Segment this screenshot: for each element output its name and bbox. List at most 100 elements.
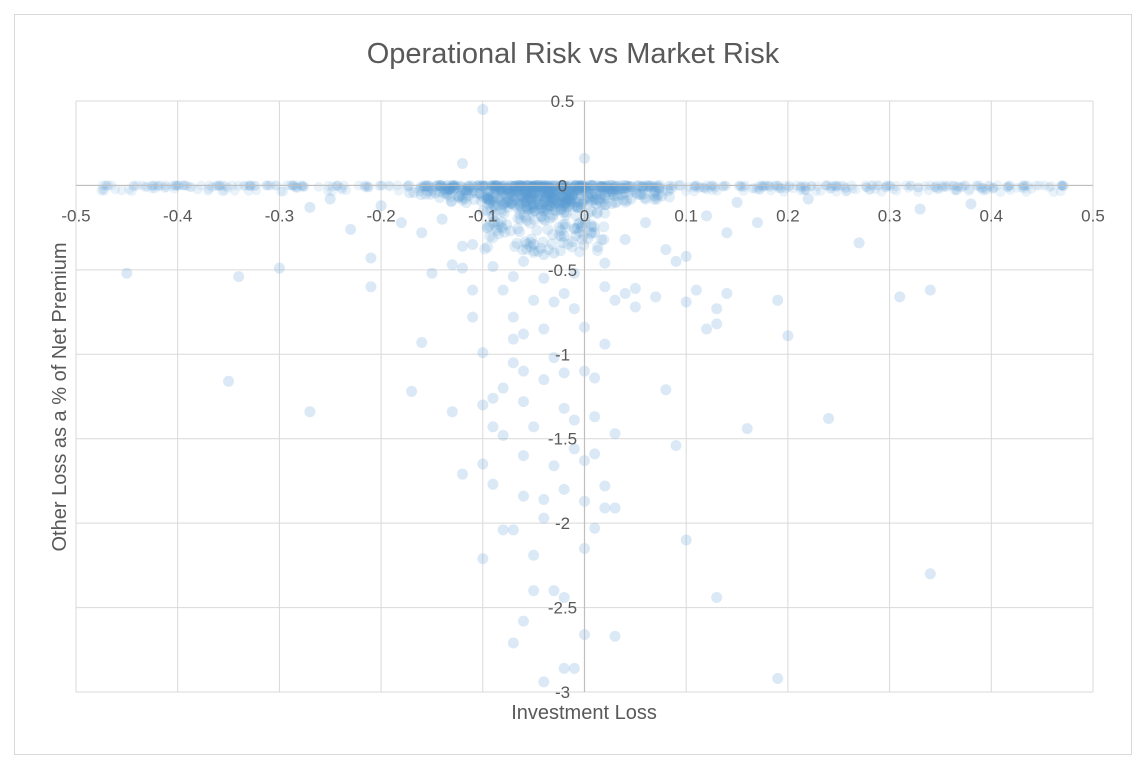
data-point [245, 181, 256, 192]
data-point [537, 185, 549, 197]
data-point [511, 237, 523, 249]
data-point [823, 412, 835, 424]
data-point [515, 203, 527, 215]
data-point [558, 591, 570, 603]
data-point [474, 188, 486, 200]
data-point [606, 198, 618, 210]
data-point [558, 230, 570, 242]
data-point [456, 262, 468, 274]
data-point [591, 206, 603, 218]
data-point [649, 185, 661, 197]
data-point [430, 187, 442, 199]
data-point [527, 207, 539, 219]
data-point [984, 181, 995, 192]
data-point [603, 183, 615, 195]
data-point [604, 189, 616, 201]
data-point [616, 189, 628, 201]
data-point [589, 448, 601, 460]
data-point [798, 185, 809, 196]
data-point [422, 185, 434, 197]
data-point [995, 187, 1006, 198]
data-point [765, 185, 776, 196]
data-point [365, 252, 377, 264]
data-point [520, 212, 532, 224]
data-point [507, 524, 519, 536]
data-point [548, 197, 560, 209]
data-point [494, 183, 506, 195]
data-point [589, 411, 601, 423]
y-tick-label: -1.5 [548, 430, 577, 449]
data-point [527, 202, 539, 214]
data-point [594, 182, 605, 193]
data-point [565, 188, 577, 200]
data-point [561, 188, 573, 200]
data-point [517, 450, 529, 462]
data-point [547, 196, 559, 208]
data-point [595, 196, 607, 208]
data-point [567, 186, 579, 198]
data-point [840, 183, 851, 194]
data-point [832, 181, 843, 192]
data-point [455, 189, 467, 201]
data-point [567, 189, 579, 201]
data-point [521, 201, 533, 213]
data-point [599, 338, 611, 350]
data-point [558, 181, 570, 193]
data-point [585, 195, 597, 207]
data-point [578, 184, 589, 195]
data-point [467, 239, 479, 251]
data-point [558, 196, 570, 208]
data-point [524, 217, 536, 229]
data-point [322, 185, 333, 196]
data-point [572, 200, 584, 212]
data-point [558, 200, 570, 212]
data-point [565, 194, 577, 206]
data-point [545, 200, 557, 212]
data-point [529, 180, 541, 192]
data-point [683, 181, 694, 192]
data-point [861, 182, 872, 193]
data-point [495, 194, 507, 206]
data-point [554, 183, 566, 195]
data-point [850, 184, 861, 195]
data-point [276, 186, 287, 197]
data-point [546, 192, 558, 204]
data-point [614, 188, 626, 200]
data-point [486, 210, 498, 222]
data-point [495, 184, 507, 196]
data-point [702, 184, 713, 195]
data-point [658, 186, 669, 197]
data-point [531, 196, 543, 208]
data-point [574, 246, 586, 258]
data-point [460, 184, 472, 196]
data-point [547, 185, 559, 197]
data-point [534, 190, 546, 202]
data-point [751, 184, 762, 195]
data-point [529, 181, 540, 192]
data-point [438, 183, 450, 195]
data-point [509, 190, 521, 202]
data-point [535, 202, 547, 214]
data-point [514, 213, 526, 225]
data-point [547, 211, 559, 223]
data-point [980, 183, 991, 194]
data-point [512, 185, 524, 197]
data-point [660, 384, 672, 396]
data-point [590, 194, 602, 206]
data-point [324, 193, 336, 205]
data-point [707, 184, 718, 195]
data-point [951, 185, 962, 196]
data-point [537, 203, 549, 215]
data-point [460, 187, 472, 199]
data-point [607, 186, 619, 198]
data-point [541, 193, 553, 205]
data-point [509, 181, 521, 193]
data-point [609, 197, 621, 209]
data-point [772, 672, 784, 684]
data-point [537, 205, 549, 217]
data-point [563, 189, 575, 201]
data-point [711, 185, 722, 196]
data-point [558, 483, 570, 495]
data-point [568, 223, 580, 235]
